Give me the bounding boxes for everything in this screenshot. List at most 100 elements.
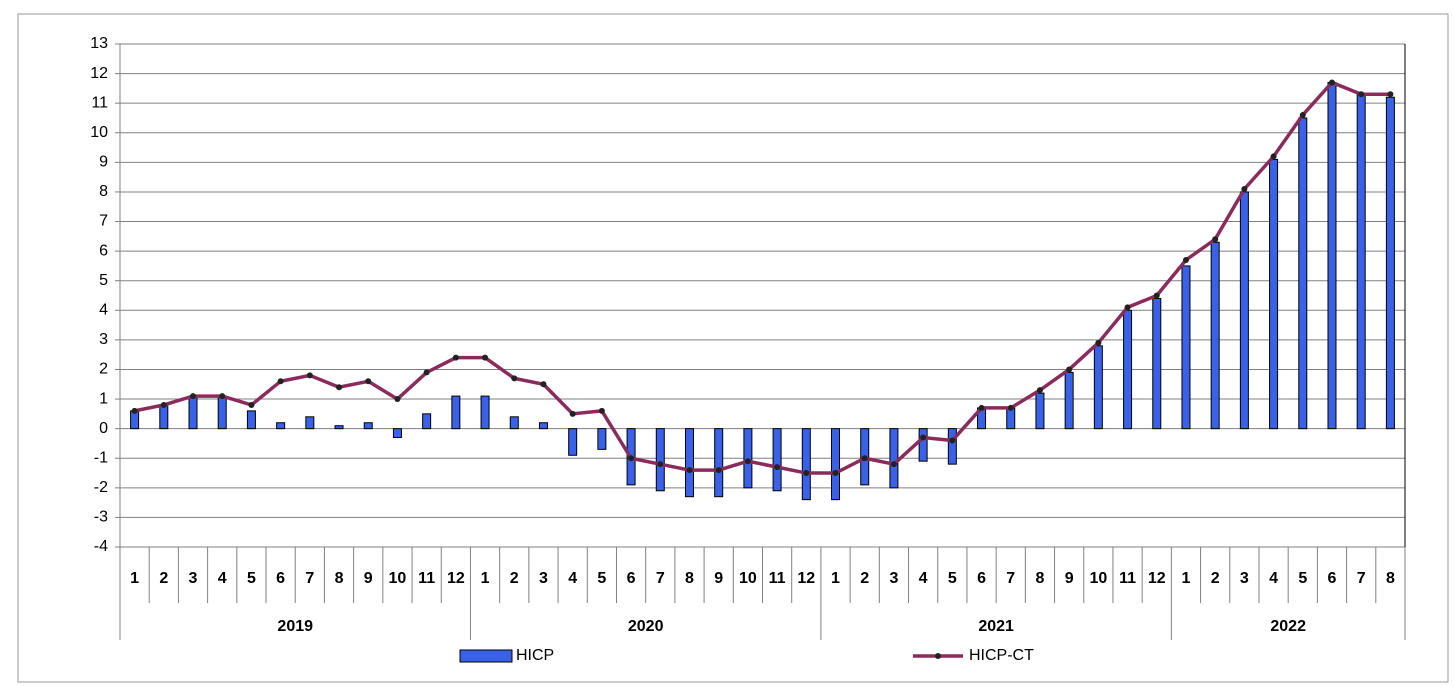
line-point [131,407,138,414]
group-label: 2020 [628,618,664,635]
legend-swatch [459,649,513,663]
x-tick-label: 2 [860,570,869,587]
line-point [1358,91,1365,98]
bar [159,404,169,430]
line-point [306,372,313,379]
x-tick-label: 6 [1328,570,1337,587]
bar [1269,158,1279,430]
y-tick-label: 13 [90,35,108,52]
line-point [715,467,722,474]
group-label: 2021 [978,618,1014,635]
x-tick-label: 9 [1065,570,1074,587]
bar [392,428,402,439]
x-tick-label: 1 [1182,570,1191,587]
line [134,80,1391,475]
legend-label: HICP [516,647,554,664]
x-tick-label: 5 [597,570,606,587]
bar [1006,407,1016,430]
x-tick-label: 8 [335,570,344,587]
bar [451,395,461,430]
x-tick-label: 12 [447,570,465,587]
line-point [890,461,897,468]
line-point [277,378,284,385]
y-tick-label: 4 [99,302,108,319]
line-point [978,404,985,411]
line-point [1270,153,1277,160]
x-tick-label: 3 [539,570,548,587]
y-tick-label: 12 [90,65,108,82]
line-point [1124,304,1131,311]
x-tick-label: 4 [568,570,577,587]
bar [538,422,548,430]
bar [801,428,811,501]
line-point [949,437,956,444]
x-tick-label: 1 [481,570,490,587]
line-point [598,407,605,414]
bar [1035,392,1045,430]
x-tick-label: 3 [189,570,198,587]
line-point [423,369,430,376]
x-tick-label: 12 [797,570,815,587]
x-tick-label: 11 [418,570,435,587]
bar [1064,371,1074,430]
line-point [511,375,518,382]
y-tick-label: 2 [99,361,108,378]
bar [831,428,841,501]
line-point [394,396,401,403]
bar [1181,265,1191,430]
x-tick-label: 4 [1269,570,1278,587]
x-tick-label: 7 [1006,570,1015,587]
x-tick-label: 8 [1386,570,1395,587]
x-tick-label: 12 [1148,570,1166,587]
x-tick-label: 1 [130,570,139,587]
line-point [832,470,839,477]
line-point [861,455,868,462]
y-tick-label: -3 [94,509,108,526]
line-point [219,393,226,400]
y-tick-label: 3 [99,331,108,348]
bar [1356,93,1366,430]
bar [772,428,782,492]
x-tick-label: 7 [1357,570,1366,587]
y-tick-label: 10 [90,124,108,141]
x-tick-label: 5 [948,570,957,587]
bar [305,416,315,430]
line-point [1007,404,1014,411]
x-tick-label: 9 [364,570,373,587]
line-point [482,354,489,361]
y-tick-label: 7 [99,213,108,230]
bar [597,428,607,450]
legend-swatch-point [935,653,941,659]
line-point [190,393,197,400]
bar [509,416,519,430]
x-tick-label: 11 [769,570,786,587]
y-tick-label: -4 [94,538,108,555]
bar [1385,96,1395,430]
x-tick-label: 11 [1119,570,1136,587]
x-tick-label: 5 [1298,570,1307,587]
x-tick-label: 3 [889,570,898,587]
y-tick-label: 6 [99,242,108,259]
bar [889,428,899,489]
x-tick-label: 2 [1211,570,1220,587]
bar [568,428,578,456]
bar [1298,117,1308,430]
line-point [686,467,693,474]
bar [363,422,373,430]
bar [918,428,928,462]
x-tick-label: 8 [685,570,694,587]
y-tick-label: 11 [91,94,108,111]
x-tick-label: 6 [276,570,285,587]
x-tick-label: 7 [656,570,665,587]
x-tick-label: 2 [159,570,168,587]
bar [422,413,432,430]
line-point [1299,112,1306,119]
x-tick-label: 6 [977,570,986,587]
line-point [1182,256,1189,263]
line-point [1095,339,1102,346]
bar [714,428,724,498]
x-tick-label: 8 [1035,570,1044,587]
y-tick-label: 9 [99,154,108,171]
